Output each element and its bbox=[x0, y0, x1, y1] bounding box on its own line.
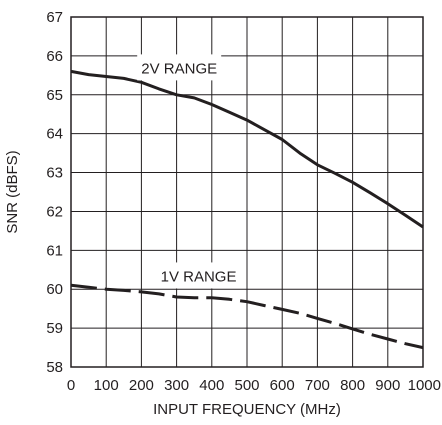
y-tick-label: 60 bbox=[46, 281, 63, 298]
y-tick-labels: 58 59 60 61 62 63 64 65 66 67 bbox=[46, 9, 63, 376]
series-label: 2V RANGE bbox=[141, 60, 217, 77]
x-axis-label: INPUT FREQUENCY (MHz) bbox=[153, 401, 341, 418]
x-tick-label: 500 bbox=[234, 377, 259, 394]
y-tick-label: 67 bbox=[46, 9, 63, 26]
y-tick-label: 66 bbox=[46, 48, 63, 65]
x-tick-label: 800 bbox=[340, 377, 365, 394]
series-annotation: 1V RANGE bbox=[156, 262, 241, 289]
series-annotation: 2V RANGE bbox=[137, 54, 222, 81]
x-tick-label: 0 bbox=[67, 377, 75, 394]
y-tick-label: 64 bbox=[46, 126, 63, 143]
series-line-2v-range bbox=[70, 69, 424, 229]
series-lines bbox=[70, 69, 424, 350]
y-tick-label: 59 bbox=[46, 320, 63, 337]
annotation-background bbox=[156, 262, 241, 289]
x-tick-label: 900 bbox=[375, 377, 400, 394]
x-tick-label: 700 bbox=[305, 377, 330, 394]
y-axis-label: SNR (dBFS) bbox=[4, 150, 21, 233]
y-tick-label: 65 bbox=[46, 87, 63, 104]
x-tick-label: 300 bbox=[164, 377, 189, 394]
x-tick-label: 100 bbox=[94, 377, 119, 394]
series-annotations: 2V RANGE 1V RANGE bbox=[137, 54, 241, 289]
x-tick-label: 1000 bbox=[408, 377, 441, 394]
x-tick-label: 600 bbox=[270, 377, 295, 394]
y-tick-label: 61 bbox=[46, 242, 63, 259]
y-tick-label: 63 bbox=[46, 165, 63, 182]
series-label: 1V RANGE bbox=[161, 268, 237, 285]
x-tick-label: 400 bbox=[199, 377, 224, 394]
series-line-1v-range bbox=[70, 283, 424, 350]
annotation-background bbox=[137, 54, 222, 81]
y-tick-label: 58 bbox=[46, 359, 63, 376]
grid bbox=[71, 17, 423, 367]
x-tick-label: 200 bbox=[129, 377, 154, 394]
x-tick-labels: 0 100 200 300 400 500 600 700 800 900 1000 bbox=[67, 377, 441, 394]
y-tick-label: 62 bbox=[46, 203, 63, 220]
plot-frame bbox=[70, 16, 424, 368]
